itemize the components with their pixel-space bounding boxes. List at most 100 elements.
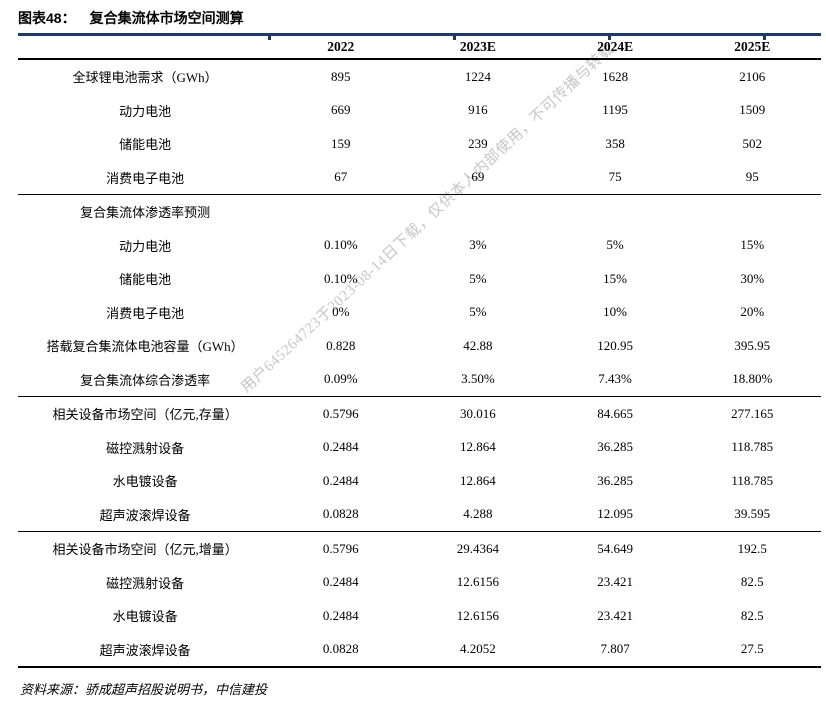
column-header-2023e: 2023E	[459, 39, 496, 54]
row-label: 全球锂电池需求（GWh）	[72, 70, 218, 86]
table-row: 消费电子电池 0% 5% 10% 20%	[18, 296, 821, 330]
row-value: 3%	[469, 237, 487, 253]
row-value: 0.2484	[322, 574, 359, 590]
table-row: 水电镀设备 0.2484 12.6156 23.421 82.5	[18, 599, 821, 633]
column-header-2025e: 2025E	[734, 39, 771, 54]
row-value: 0.10%	[323, 270, 358, 286]
row-label: 相关设备市场空间（亿元,增量）	[52, 542, 238, 558]
row-value: 0.0828	[322, 506, 359, 522]
row-value: 669	[331, 102, 351, 118]
table-group: 相关设备市场空间（亿元,存量） 0.5796 30.016 84.665 277.165…	[18, 397, 821, 532]
row-value: 1195	[602, 102, 628, 118]
row-value: 67	[334, 169, 348, 185]
row-value: 0.09%	[323, 371, 358, 387]
source-note: 资料来源：骄成超声招股说明书，中信建投	[20, 682, 268, 697]
figure-title: 图表48： 复合集流体市场空间测算	[18, 8, 244, 28]
row-label: 超声波滚焊设备	[99, 507, 191, 523]
row-value: 42.88	[463, 337, 493, 353]
row-value: 1628	[602, 68, 629, 84]
column-header-2024e: 2024E	[597, 39, 634, 54]
table-row: 磁控溅射设备 0.2484 12.6156 23.421 82.5	[18, 566, 821, 600]
row-value: 0.0828	[322, 641, 359, 657]
column-tick	[453, 36, 456, 40]
row-value: 502	[742, 135, 763, 151]
table-body: 全球锂电池需求（GWh） 895 1224 1628 2106 动力电池 669 916 119…	[18, 60, 821, 668]
row-label: 储能电池	[119, 272, 172, 288]
row-label: 搭载复合集流体电池容量（GWh）	[46, 339, 244, 355]
row-label: 消费电子电池	[106, 305, 185, 321]
table-row: 相关设备市场空间（亿元,增量） 0.5796 29.4364 54.649 192.5	[18, 532, 821, 566]
row-value: 895	[331, 68, 351, 84]
row-value: 118.785	[731, 439, 774, 455]
row-label: 消费电子电池	[106, 170, 185, 186]
row-value: 4.2052	[460, 641, 496, 657]
row-label: 复合集流体综合渗透率	[80, 372, 211, 388]
figure-name: 复合集流体市场空间测算	[89, 10, 244, 26]
row-value: 95	[745, 169, 759, 185]
row-value: 0.5796	[322, 405, 359, 421]
row-value: 7.43%	[598, 371, 632, 387]
table-row: 储能电池 159 239 358 502	[18, 127, 821, 161]
row-value: 75	[608, 169, 622, 185]
table-row: 搭载复合集流体电池容量（GWh） 0.828 42.88 120.95 395.95	[18, 329, 821, 363]
row-value: 82.5	[740, 574, 764, 590]
row-value: 118.785	[731, 472, 774, 488]
row-value: 18.80%	[732, 371, 773, 387]
row-value: 36.285	[597, 439, 633, 455]
row-value: 1224	[464, 68, 491, 84]
figure-number-label: 图表48：	[18, 10, 76, 26]
row-value: 192.5	[737, 540, 767, 556]
row-value: 29.4364	[456, 540, 500, 556]
row-value: 5%	[469, 304, 487, 320]
row-value: 23.421	[597, 607, 633, 623]
row-value: 120.95	[597, 337, 633, 353]
row-value: 1509	[739, 102, 766, 118]
table-row: 水电镀设备 0.2484 12.864 36.285 118.785	[18, 464, 821, 498]
row-value: 12.864	[460, 472, 496, 488]
row-value: 2106	[739, 68, 766, 84]
table-row: 消费电子电池 67 69 75 95	[18, 161, 821, 195]
row-value: 54.649	[597, 540, 633, 556]
row-value: 12.095	[597, 506, 633, 522]
table-row: 复合集流体综合渗透率 0.09% 3.50% 7.43% 18.80%	[18, 363, 821, 397]
table-row: 超声波滚焊设备 0.0828 4.288 12.095 39.595	[18, 498, 821, 532]
row-label: 水电镀设备	[112, 474, 178, 490]
row-value: 4.288	[463, 506, 493, 522]
row-value: 395.95	[734, 337, 771, 353]
row-value: 0.2484	[322, 439, 359, 455]
row-value: 0%	[332, 304, 350, 320]
row-value: 5%	[606, 237, 624, 253]
row-value: 15%	[740, 237, 765, 253]
row-value: 358	[605, 135, 625, 151]
row-value: 0.828	[326, 337, 356, 353]
table-header-row: 2022 2023E 2024E 2025E	[18, 33, 821, 60]
row-value: 27.5	[740, 641, 764, 657]
row-value: 12.6156	[456, 607, 500, 623]
row-value: 239	[468, 135, 488, 151]
column-tick	[268, 36, 271, 40]
row-value: 84.665	[597, 405, 633, 421]
table-row: 相关设备市场空间（亿元,存量） 0.5796 30.016 84.665 277.165	[18, 397, 821, 431]
row-value: 0.5796	[322, 540, 359, 556]
row-value: 30.016	[460, 405, 496, 421]
table-row: 复合集流体渗透率预测	[18, 195, 821, 229]
row-label: 动力电池	[119, 238, 172, 254]
table-row: 全球锂电池需求（GWh） 895 1224 1628 2106	[18, 60, 821, 94]
row-label: 相关设备市场空间（亿元,存量）	[52, 407, 238, 423]
table-row: 动力电池 0.10% 3% 5% 15%	[18, 229, 821, 263]
table-row: 储能电池 0.10% 5% 15% 30%	[18, 262, 821, 296]
row-value: 159	[331, 135, 351, 151]
row-value: 20%	[740, 304, 765, 320]
row-value: 30%	[740, 270, 765, 286]
market-size-table: 2022 2023E 2024E 2025E 全球锂电池需求（GWh） 895 12…	[18, 33, 821, 668]
row-value: 0.10%	[323, 237, 358, 253]
table-group: 全球锂电池需求（GWh） 895 1224 1628 2106 动力电池 669 916 119…	[18, 60, 821, 195]
column-tick	[763, 36, 766, 40]
row-value: 916	[468, 102, 488, 118]
row-value: 82.5	[740, 607, 764, 623]
row-value: 7.807	[600, 641, 630, 657]
row-value: 0.2484	[322, 472, 359, 488]
row-label: 磁控溅射设备	[106, 440, 185, 456]
row-label: 超声波滚焊设备	[99, 642, 191, 658]
